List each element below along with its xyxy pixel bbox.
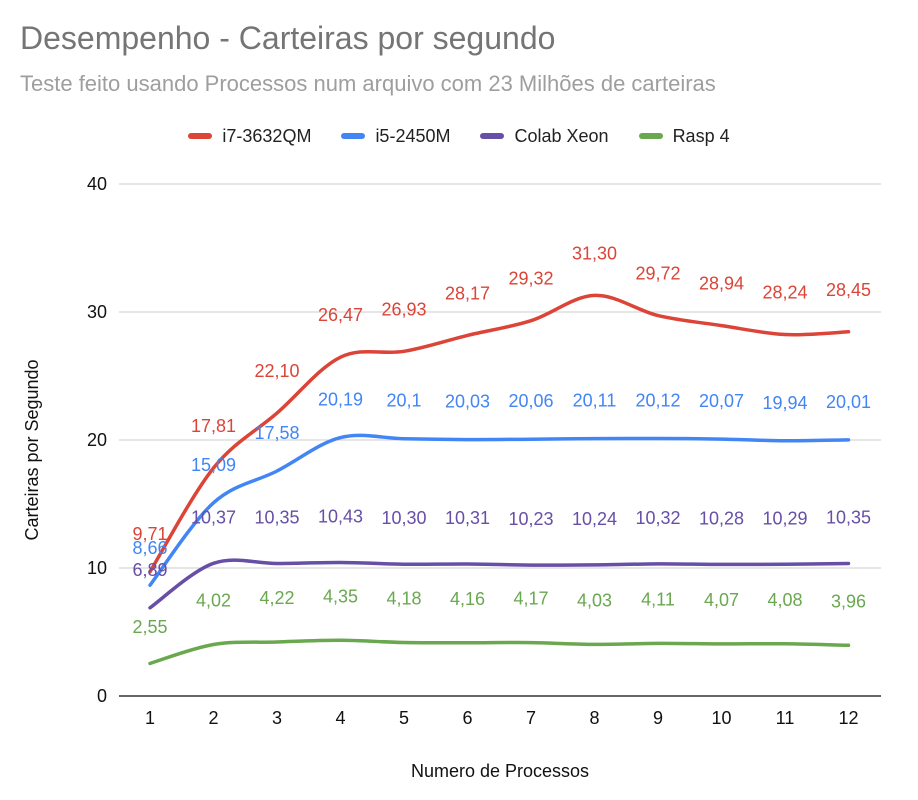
data-label-i5: 20,06 — [508, 391, 553, 411]
x-axis-ticks: 1 2 3 4 5 6 7 8 9 10 11 12 — [145, 708, 859, 728]
data-label-i5: 20,01 — [826, 392, 871, 412]
data-label-colab-xeon: 10,30 — [381, 508, 426, 528]
x-tick-label: 5 — [399, 708, 409, 728]
data-label-rasp-4: 4,16 — [450, 589, 485, 609]
x-tick-label: 2 — [208, 708, 218, 728]
series-line-i7 — [148, 293, 851, 574]
data-label-i5: 20,07 — [699, 391, 744, 411]
legend-label-colab-xeon: Colab Xeon — [514, 125, 609, 146]
x-tick-label: 3 — [272, 708, 282, 728]
data-label-i5: 20,12 — [635, 390, 680, 410]
data-label-colab-xeon: 10,23 — [508, 509, 553, 529]
data-label-i7: 29,32 — [508, 269, 553, 289]
data-label-i7: 9,71 — [132, 524, 167, 544]
data-label-rasp-4: 4,11 — [641, 589, 675, 609]
legend-swatch-i5 — [341, 133, 366, 139]
data-label-rasp-4: 4,18 — [386, 588, 421, 608]
x-axis-label: Numero de Processos — [411, 761, 589, 781]
data-label-colab-xeon: 10,24 — [572, 509, 617, 529]
data-label-colab-xeon: 10,31 — [445, 508, 490, 528]
data-label-colab-xeon: 10,35 — [826, 508, 871, 528]
data-label-i7: 28,94 — [699, 274, 744, 294]
data-label-rasp-4: 4,02 — [196, 591, 231, 611]
data-label-i7: 26,93 — [381, 299, 426, 319]
data-label-colab-xeon: 10,32 — [635, 508, 680, 528]
data-label-i5: 20,03 — [445, 392, 490, 412]
x-tick-label: 7 — [526, 708, 536, 728]
data-label-rasp-4: 4,22 — [259, 588, 294, 608]
legend-label-rasp-4: Rasp 4 — [672, 125, 730, 146]
data-label-i5: 8,66 — [132, 538, 167, 558]
x-tick-label: 9 — [653, 708, 663, 728]
data-label-i7: 28,24 — [762, 283, 807, 303]
legend-item-rasp-4[interactable]: Rasp 4 — [638, 125, 730, 147]
legend-item-i5[interactable]: i5-2450M — [341, 126, 450, 147]
data-label-i5: 15,09 — [191, 455, 236, 475]
data-label-colab-xeon: 10,28 — [699, 508, 744, 528]
x-tick-label: 8 — [589, 708, 599, 728]
x-tick-label: 11 — [776, 708, 795, 728]
x-tick-label: 1 — [145, 708, 155, 728]
data-label-colab-xeon: 10,37 — [191, 507, 236, 527]
legend-label-i7: i7-3632QM — [222, 125, 312, 146]
legend-item-i7[interactable]: i7-3632QM — [188, 126, 311, 147]
data-label-i5: 17,58 — [254, 423, 299, 443]
data-label-i7: 31,30 — [572, 243, 617, 263]
y-tick-label: 20 — [87, 430, 107, 450]
data-label-i7: 26,47 — [318, 305, 363, 325]
y-tick-label: 30 — [87, 302, 107, 322]
data-label-i7: 29,72 — [635, 264, 680, 284]
data-label-rasp-4: 4,03 — [577, 590, 612, 610]
series-line-rasp-4 — [148, 638, 851, 666]
y-axis-label: Carteiras por Segundo — [22, 359, 42, 540]
data-label-rasp-4: 4,17 — [513, 589, 548, 609]
data-label-i7: 28,45 — [826, 280, 871, 300]
y-tick-label: 10 — [87, 558, 107, 578]
data-label-rasp-4: 3,96 — [831, 591, 866, 611]
data-label-colab-xeon: 10,35 — [254, 508, 299, 528]
data-label-i5: 19,94 — [762, 393, 807, 413]
data-label-i7: 28,17 — [445, 283, 490, 303]
x-tick-label: 12 — [838, 708, 858, 728]
chart-subtitle: Teste feito usando Processos num arquivo… — [20, 71, 716, 96]
data-labels: 9,71 17,81 22,10 26,47 26,93 28,17 29,32 31,30 2… — [132, 243, 871, 637]
chart-title: Desempenho - Carteiras por segundo — [20, 20, 556, 56]
data-label-colab-xeon: 6,89 — [132, 560, 167, 580]
series-line-i5 — [148, 433, 851, 587]
data-label-i5: 20,19 — [318, 390, 363, 410]
legend-swatch-colab-xeon — [480, 133, 505, 139]
data-label-rasp-4: 4,35 — [323, 586, 358, 606]
legend-label-i5: i5-2450M — [375, 125, 451, 146]
y-tick-label: 40 — [87, 174, 107, 194]
y-tick-label: 0 — [97, 686, 107, 706]
y-axis-ticks: 0 10 20 30 40 — [87, 174, 107, 706]
legend-swatch-i7 — [188, 133, 213, 139]
series-lines — [148, 293, 851, 666]
x-tick-label: 4 — [335, 708, 345, 728]
legend-item-colab-xeon[interactable]: Colab Xeon — [480, 125, 609, 147]
data-label-i5: 20,1 — [386, 391, 421, 411]
series-line-colab-xeon — [148, 558, 851, 610]
data-label-rasp-4: 4,08 — [767, 590, 802, 610]
x-tick-label: 6 — [462, 708, 472, 728]
data-label-rasp-4: 4,07 — [704, 590, 739, 610]
data-label-i5: 20,11 — [573, 391, 617, 411]
data-label-colab-xeon: 10,29 — [762, 508, 807, 528]
data-label-i7: 17,81 — [191, 416, 236, 436]
x-tick-label: 10 — [711, 708, 731, 728]
data-label-colab-xeon: 10,43 — [318, 506, 363, 526]
chart-legend: i7-3632QM i5-2450M Colab Xeon Rasp 4 — [0, 123, 918, 149]
legend-swatch-rasp-4 — [638, 133, 663, 139]
data-label-i7: 22,10 — [254, 361, 299, 381]
data-label-rasp-4: 2,55 — [132, 617, 167, 637]
